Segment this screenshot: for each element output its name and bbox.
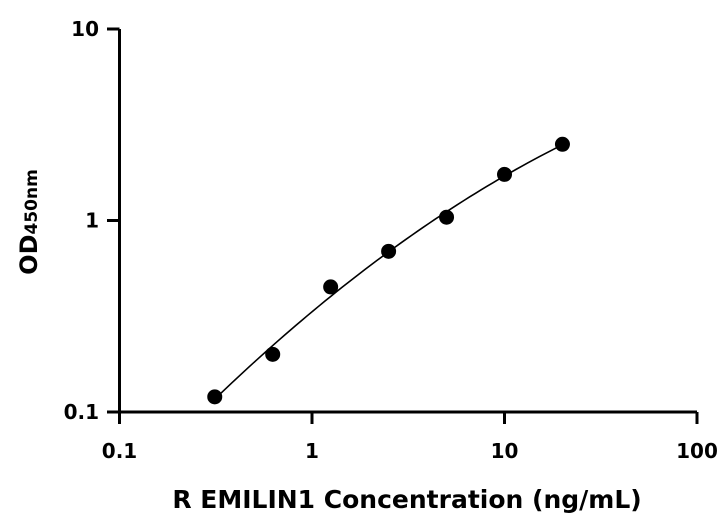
data-points [207, 136, 570, 405]
x-tick-label: 0.1 [102, 439, 137, 463]
data-point [554, 136, 570, 152]
x-tick-label: 10 [491, 439, 519, 463]
data-point [497, 166, 512, 182]
y-axis-title-main: OD [15, 234, 43, 274]
data-point [381, 243, 397, 259]
y-axis-title: OD450nm [15, 169, 43, 275]
y-tick-label: 1 [85, 209, 99, 233]
data-point [439, 209, 455, 225]
x-tick-label: 100 [676, 439, 718, 463]
x-axis-title: R EMILIN1 Concentration (ng/mL) [172, 485, 641, 514]
data-point [265, 346, 281, 362]
x-tick-label: 1 [305, 439, 319, 463]
x-axis: 0.1 1 10 100 [102, 410, 718, 463]
fit-curve [214, 144, 563, 400]
data-point [323, 279, 339, 295]
y-axis-title-subscript: 450nm [22, 169, 42, 234]
y-tick-label: 0.1 [64, 400, 99, 424]
data-point [207, 389, 223, 405]
y-tick-label: 10 [71, 17, 99, 41]
y-axis: 0.1 1 10 [64, 17, 121, 424]
